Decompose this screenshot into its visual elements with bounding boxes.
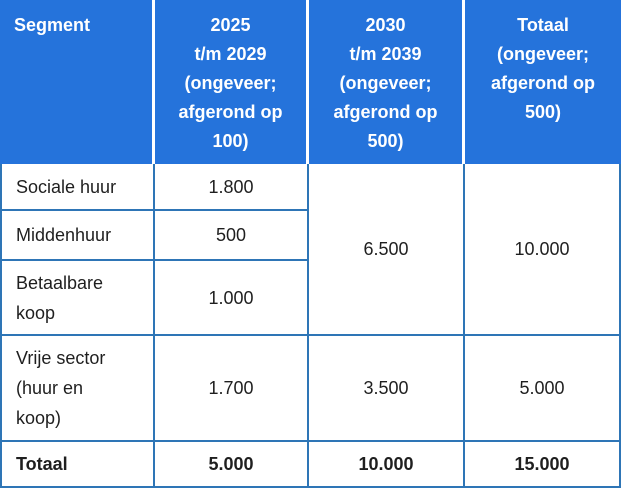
cell-totaal-2025: 5.000: [155, 442, 309, 488]
header-cell-2025-2029: 2025 t/m 2029 (ongeveer; afgerond op 100…: [155, 0, 309, 164]
cell-vrije-sector-2030: 3.500: [309, 336, 465, 442]
cell-vrije-sector-2025: 1.700: [155, 336, 309, 442]
table-header-row: Segment 2025 t/m 2029 (ongeveer; afgeron…: [0, 0, 621, 164]
table-row-totaal: Totaal 5.000 10.000 15.000: [0, 442, 621, 488]
cell-segment-betaalbare-koop: Betaalbare koop: [0, 261, 155, 336]
header-cell-segment: Segment: [0, 0, 155, 164]
cell-middenhuur-2025: 500: [155, 211, 309, 261]
cell-segment-totaal: Totaal: [0, 442, 155, 488]
header-cell-totaal: Totaal (ongeveer; afgerond op 500): [465, 0, 621, 164]
table-row-vrije-sector: Vrije sector (huur en koop) 1.700 3.500 …: [0, 336, 621, 442]
cell-segment-middenhuur: Middenhuur: [0, 211, 155, 261]
table-row-sociale-huur: Sociale huur 1.800 6.500 10.000: [0, 164, 621, 336]
cell-vrije-sector-totaal: 5.000: [465, 336, 621, 442]
table-row-betaalbare-koop: Betaalbare koop 1.000: [0, 261, 621, 336]
cell-sociale-huur-2025: 1.800: [155, 164, 309, 211]
cell-segment-sociale-huur: Sociale huur: [0, 164, 155, 211]
header-cell-2030-2039: 2030 t/m 2039 (ongeveer; afgerond op 500…: [309, 0, 465, 164]
cell-segment-vrije-sector: Vrije sector (huur en koop): [0, 336, 155, 442]
cell-merged-2030: 6.500: [309, 164, 465, 336]
cell-merged-totaal: 10.000: [465, 164, 621, 336]
cell-betaalbare-koop-2025: 1.000: [155, 261, 309, 336]
cell-totaal-2030: 10.000: [309, 442, 465, 488]
cell-totaal-totaal: 15.000: [465, 442, 621, 488]
table-row-middenhuur: Middenhuur 500: [0, 211, 621, 261]
